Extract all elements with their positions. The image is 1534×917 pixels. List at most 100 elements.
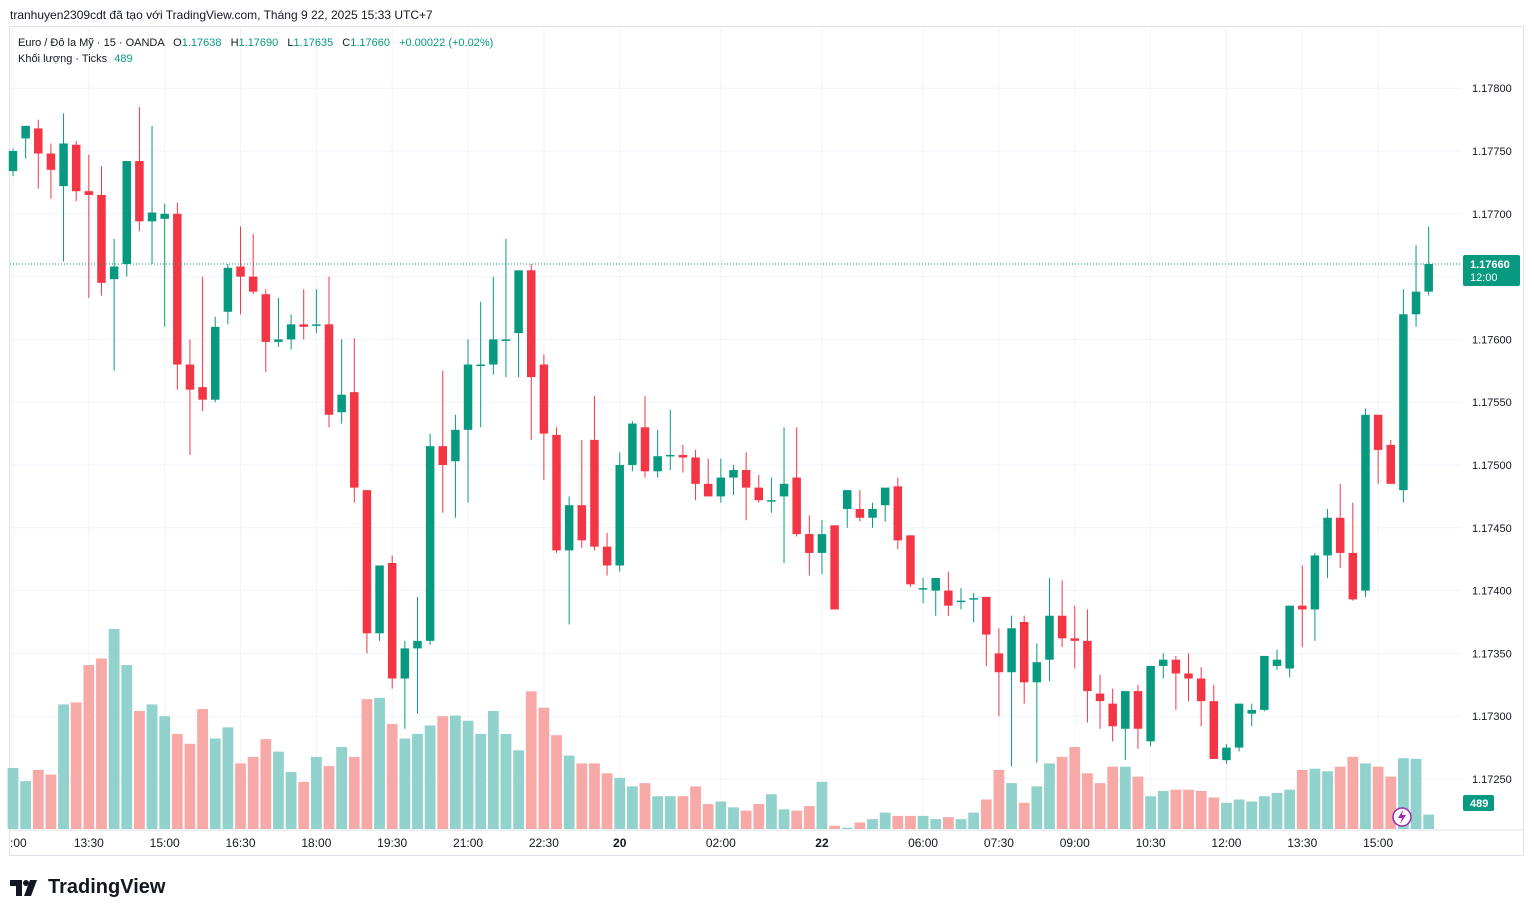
volume-bar[interactable] — [399, 738, 411, 829]
candle-body[interactable] — [526, 270, 536, 378]
candle-body[interactable] — [1019, 622, 1029, 683]
volume-bar[interactable] — [437, 716, 449, 829]
candle-body[interactable] — [261, 294, 271, 342]
volume-bar[interactable] — [791, 810, 803, 829]
candle-body[interactable] — [438, 446, 448, 465]
volume-bar[interactable] — [551, 735, 562, 829]
candle-body[interactable] — [59, 143, 68, 187]
candle-body[interactable] — [602, 546, 612, 566]
symbol-title[interactable]: Euro / Đô la Mỹ · 15 · OANDA — [18, 37, 165, 49]
volume-bar[interactable] — [1398, 758, 1409, 829]
volume-bar[interactable] — [778, 809, 790, 829]
candle-body[interactable] — [1045, 615, 1054, 660]
volume-bar[interactable] — [652, 796, 664, 829]
volume-bar[interactable] — [450, 715, 461, 829]
candle-body[interactable] — [173, 213, 182, 365]
candle-body[interactable] — [198, 387, 207, 400]
volume-bar[interactable] — [905, 815, 916, 829]
candle-body[interactable] — [741, 470, 751, 488]
volume-bar[interactable] — [867, 819, 878, 829]
candle-body[interactable] — [678, 454, 688, 458]
volume-bar[interactable] — [184, 743, 196, 829]
candle-body[interactable] — [514, 270, 523, 334]
volume-bar[interactable] — [1044, 763, 1055, 829]
candle-body[interactable] — [109, 266, 119, 280]
volume-bar[interactable] — [980, 799, 992, 829]
volume-bar[interactable] — [955, 819, 967, 829]
volume-bar[interactable] — [1258, 796, 1270, 829]
volume-bar[interactable] — [930, 819, 942, 829]
volume-bar[interactable] — [753, 804, 765, 829]
volume-bar[interactable] — [702, 804, 714, 829]
candle-body[interactable] — [1424, 264, 1433, 292]
candle-body[interactable] — [135, 161, 144, 222]
volume-bar[interactable] — [45, 774, 57, 829]
volume-bar[interactable] — [1347, 756, 1359, 829]
candle-body[interactable] — [830, 525, 839, 610]
volume-bar[interactable] — [1031, 786, 1043, 829]
volume-bar[interactable] — [1157, 790, 1169, 829]
candle-body[interactable] — [1184, 673, 1193, 679]
candle-body[interactable] — [1285, 605, 1294, 669]
candle-body[interactable] — [1032, 662, 1042, 683]
candle-body[interactable] — [1070, 638, 1080, 641]
candle-body[interactable] — [539, 364, 549, 434]
candle-body[interactable] — [1247, 709, 1256, 714]
volume-bar[interactable] — [816, 781, 828, 829]
candle-body[interactable] — [1373, 414, 1383, 450]
candle-body[interactable] — [489, 339, 498, 365]
candle-body[interactable] — [577, 505, 587, 541]
candle-body[interactable] — [1083, 640, 1092, 692]
volume-bar[interactable] — [690, 786, 701, 829]
candle-body[interactable] — [375, 565, 384, 634]
volume-bar[interactable] — [32, 769, 44, 829]
candle-body[interactable] — [982, 596, 991, 635]
volume-bar[interactable] — [83, 665, 95, 829]
candle-body[interactable] — [817, 534, 827, 553]
volume-bar[interactable] — [197, 709, 208, 829]
volume-bar[interactable] — [121, 665, 133, 829]
volume-bar[interactable] — [108, 629, 120, 829]
volume-bar[interactable] — [917, 815, 929, 829]
volume-bar[interactable] — [538, 707, 550, 829]
volume-bar[interactable] — [1018, 802, 1030, 829]
volume-bar[interactable] — [589, 763, 600, 829]
candle-body[interactable] — [387, 562, 397, 679]
candle-body[interactable] — [590, 439, 599, 547]
volume-bar[interactable] — [386, 724, 398, 829]
volume-bar[interactable] — [159, 716, 171, 829]
volume-bar[interactable] — [1246, 801, 1258, 829]
candle-body[interactable] — [350, 392, 359, 488]
candle-body[interactable] — [1007, 628, 1016, 673]
volume-bar[interactable] — [993, 769, 1005, 829]
candle-body[interactable] — [994, 653, 1004, 673]
volume-bar[interactable] — [1296, 769, 1308, 829]
volume-bar[interactable] — [1119, 766, 1131, 829]
candle-body[interactable] — [868, 508, 877, 518]
candle-body[interactable] — [754, 487, 764, 501]
volume-bar[interactable] — [247, 756, 259, 829]
volume-bar[interactable] — [298, 781, 310, 829]
candle-body[interactable] — [1158, 659, 1168, 666]
candle-body[interactable] — [8, 151, 18, 172]
volume-bar[interactable] — [1322, 771, 1333, 829]
candle-body[interactable] — [880, 487, 890, 506]
tradingview-logo[interactable]: TradingView — [10, 876, 165, 899]
candle-body[interactable] — [236, 266, 245, 277]
candle-body[interactable] — [286, 324, 296, 340]
candle-body[interactable] — [1057, 615, 1067, 639]
volume-bar[interactable] — [854, 822, 866, 829]
candle-body[interactable] — [767, 500, 776, 502]
candle-body[interactable] — [628, 423, 637, 465]
volume-bar[interactable] — [146, 704, 158, 829]
volume-bar[interactable] — [766, 794, 777, 829]
candle-body[interactable] — [1272, 659, 1282, 666]
candle-body[interactable] — [779, 483, 789, 497]
volume-bar[interactable] — [525, 691, 537, 829]
volume-bar[interactable] — [273, 751, 284, 829]
candle-body[interactable] — [413, 640, 422, 649]
candle-body[interactable] — [1411, 291, 1421, 315]
volume-bar[interactable] — [601, 773, 613, 829]
volume-bar[interactable] — [96, 658, 107, 829]
volume-bar[interactable] — [1094, 783, 1106, 829]
